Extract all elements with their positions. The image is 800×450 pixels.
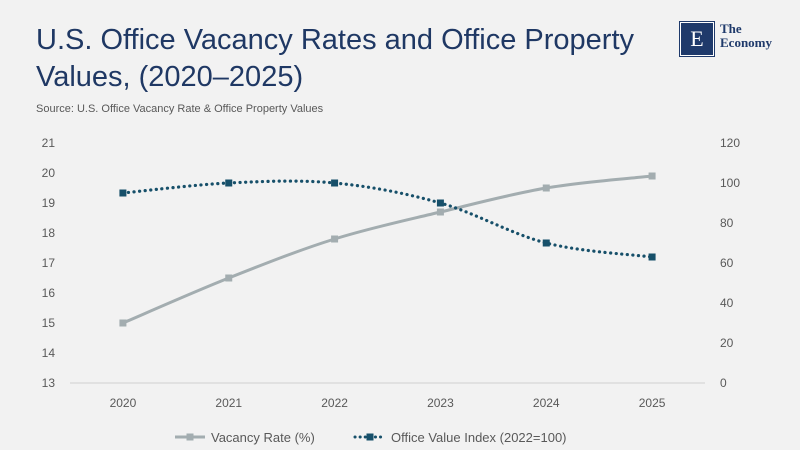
- y-right-tick-label: 20: [720, 336, 734, 350]
- vacancy-rate-marker: [331, 235, 339, 243]
- x-tick-label: 2023: [427, 396, 454, 410]
- x-tick-label: 2020: [110, 396, 137, 410]
- vacancy-rate-marker: [436, 208, 444, 216]
- y-left-tick-label: 19: [42, 196, 56, 210]
- logo-wordmark: The Economy: [720, 22, 772, 50]
- y-right-tick-label: 100: [720, 176, 740, 190]
- logo-line-1: The: [720, 21, 742, 36]
- x-tick-label: 2021: [215, 396, 242, 410]
- x-tick-label: 2024: [533, 396, 560, 410]
- y-right-tick-label: 80: [720, 216, 734, 230]
- y-left-tick-label: 16: [42, 286, 56, 300]
- vacancy-rate-line: [121, 174, 654, 325]
- logo-line-2: Economy: [720, 35, 772, 50]
- legend-office-value-label: Office Value Index (2022=100): [391, 430, 567, 445]
- vacancy-rate-marker: [648, 172, 656, 180]
- office-value-marker: [436, 199, 444, 207]
- y-right-tick-label: 40: [720, 296, 734, 310]
- x-tick-label: 2022: [321, 396, 348, 410]
- office-value-marker: [119, 189, 127, 197]
- publisher-logo: E The Economy: [680, 22, 772, 56]
- office-value-marker: [542, 239, 550, 247]
- y-right-tick-label: 60: [720, 256, 734, 270]
- y-left-tick-label: 14: [42, 346, 56, 360]
- office-value-marker: [225, 179, 233, 187]
- y-left-tick-label: 13: [42, 376, 56, 390]
- office-value-marker: [331, 179, 339, 187]
- y-left-tick-label: 17: [42, 256, 56, 270]
- y-left-tick-label: 20: [42, 166, 56, 180]
- vacancy-rate-marker: [119, 319, 127, 327]
- office-value-marker: [648, 253, 656, 261]
- chart-title: U.S. Office Vacancy Rates and Office Pro…: [36, 24, 634, 93]
- chart-source: Source: U.S. Office Vacancy Rate & Offic…: [36, 103, 324, 115]
- legend-office-value-marker: [366, 433, 374, 441]
- y-left-tick-label: 21: [42, 136, 56, 150]
- logo-mark: E: [680, 22, 714, 56]
- office-value-line: [121, 179, 654, 259]
- x-tick-label: 2025: [639, 396, 666, 410]
- y-left-tick-label: 18: [42, 226, 56, 240]
- y-right-tick-label: 0: [720, 376, 727, 390]
- vacancy-rate-marker: [225, 274, 233, 282]
- y-left-tick-label: 15: [42, 316, 56, 330]
- legend-vacancy-label: Vacancy Rate (%): [211, 430, 315, 445]
- y-right-tick-label: 120: [720, 136, 740, 150]
- vacancy-rate-marker: [542, 184, 550, 192]
- legend-vacancy-marker: [186, 433, 194, 441]
